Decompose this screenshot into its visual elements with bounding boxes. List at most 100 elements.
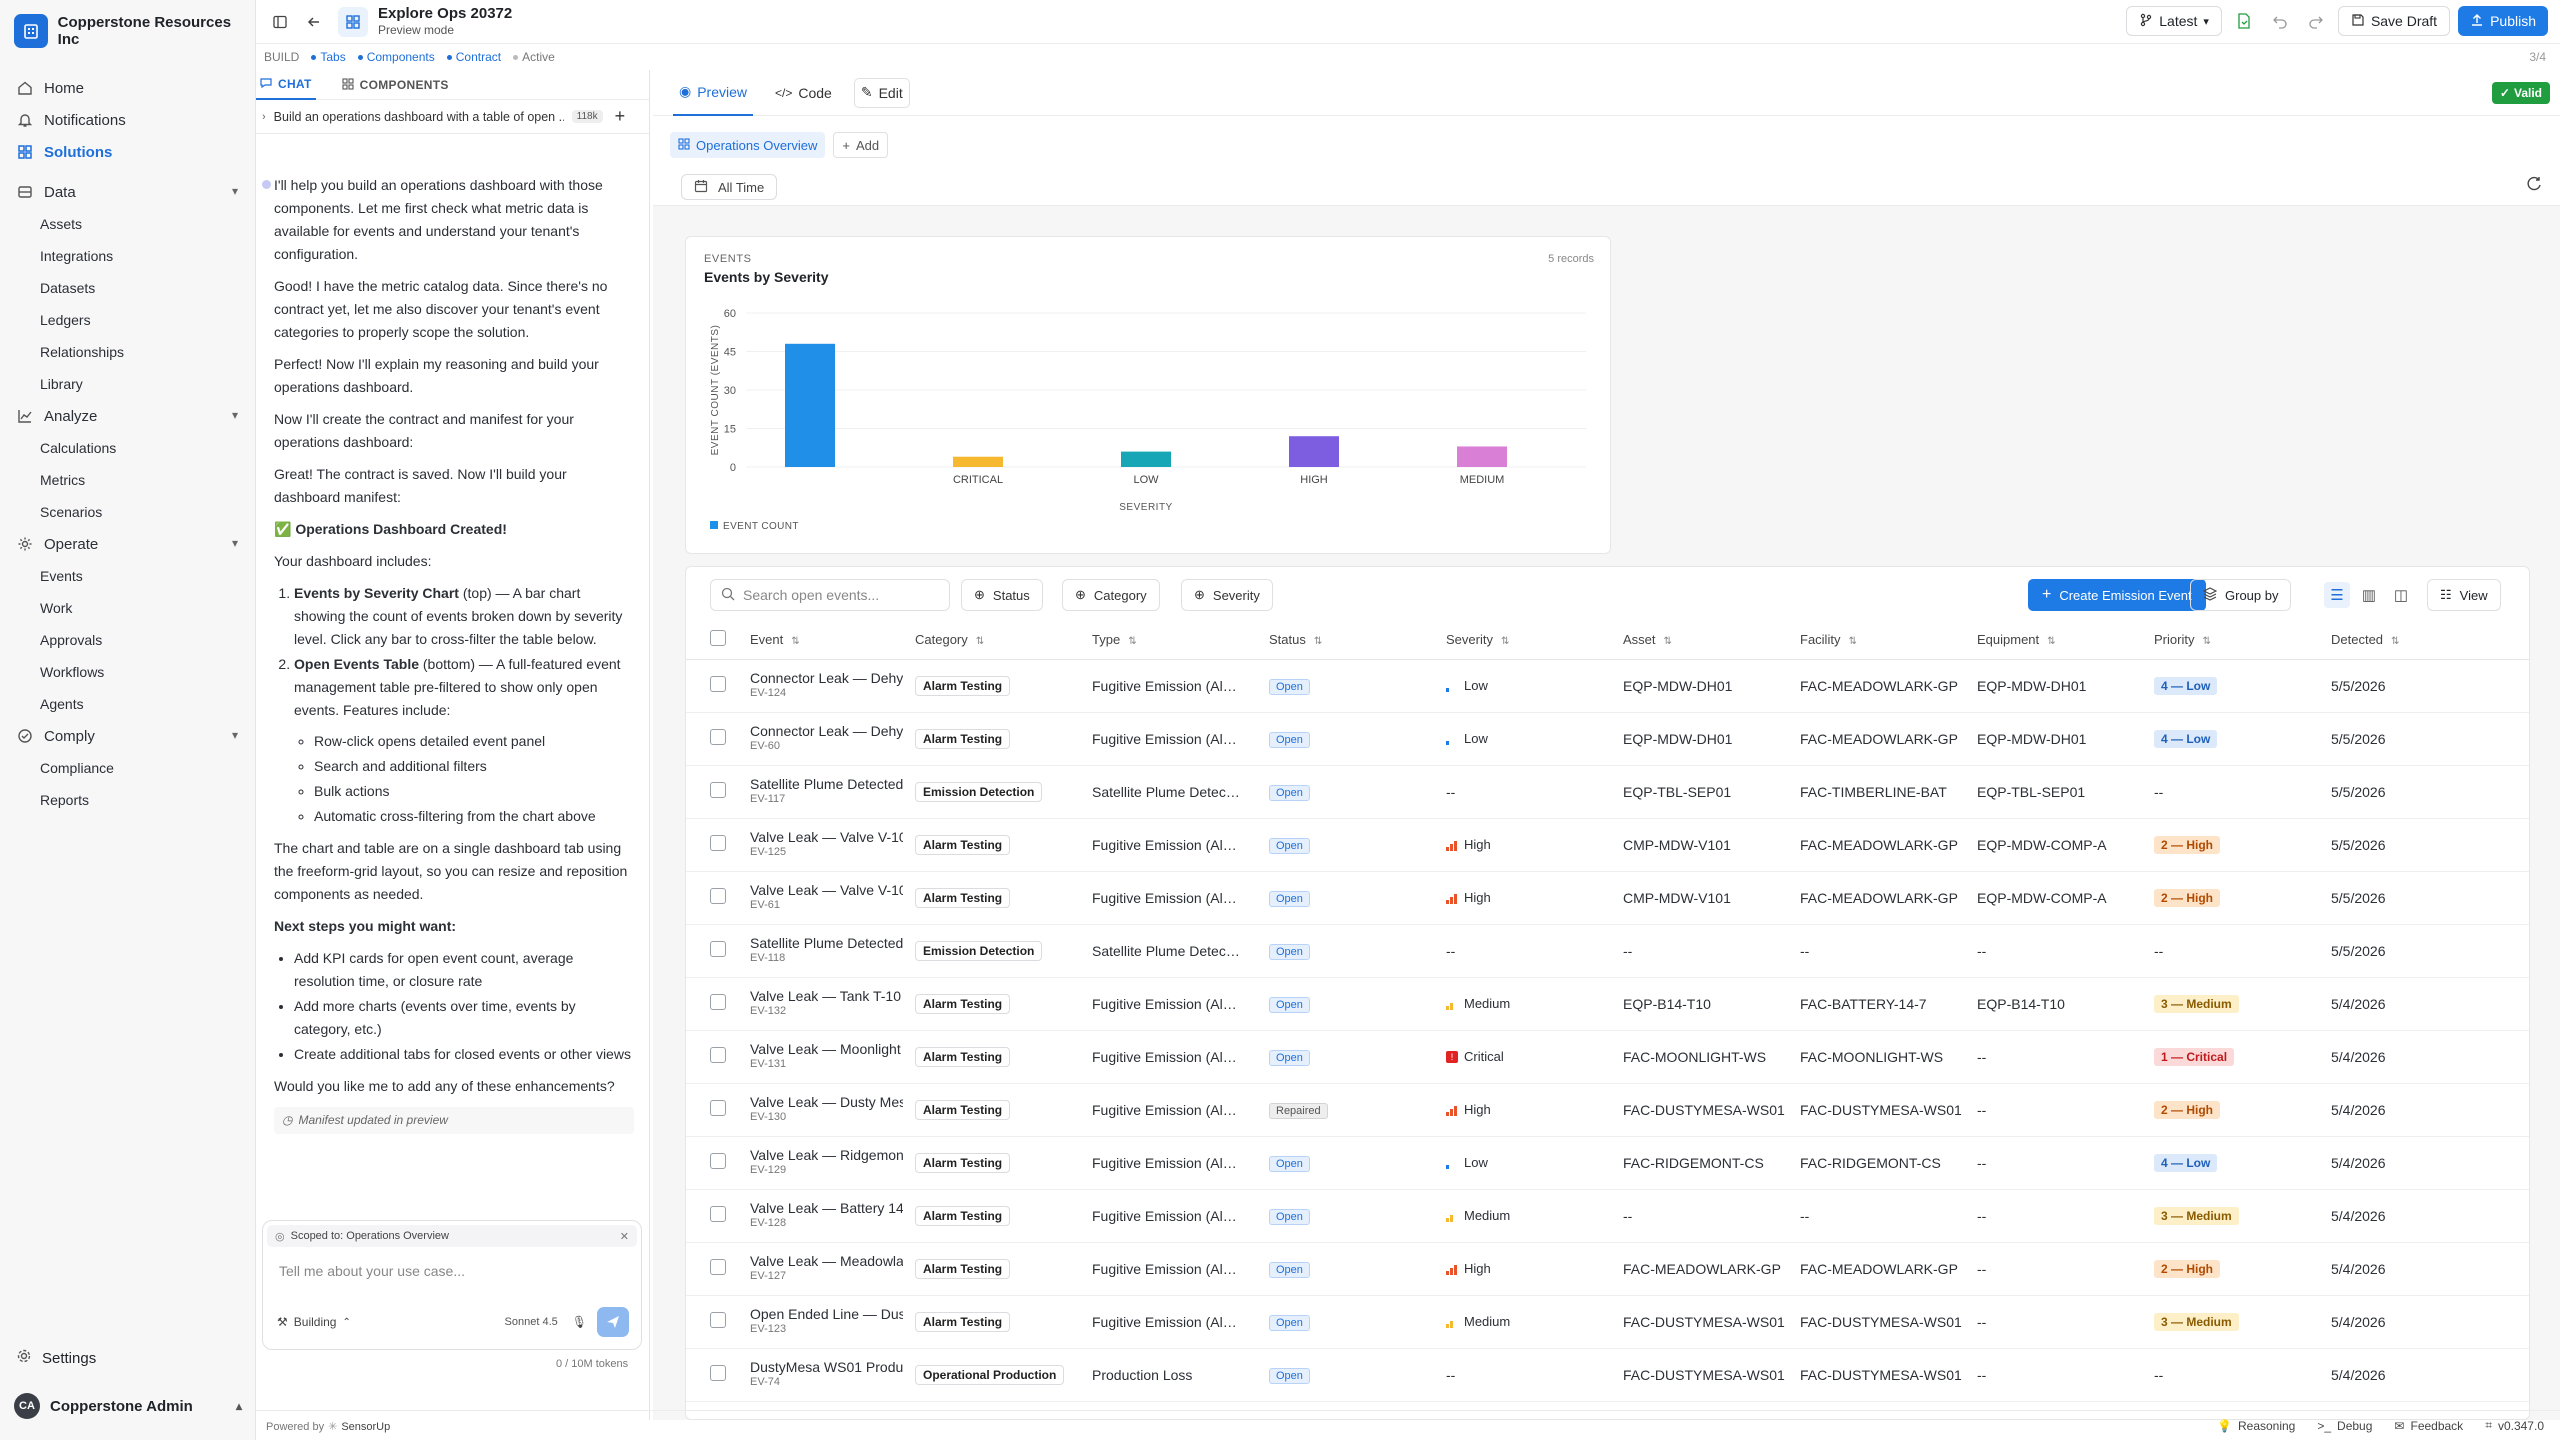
column-header-type[interactable]: Type ⇅ [1080,621,1257,660]
select-all-checkbox[interactable] [686,621,726,660]
mode-select[interactable]: ⚒ Building ⌃ [277,1315,351,1329]
feedback-button[interactable]: ✉ Feedback [2394,1419,2463,1433]
chevron-down-icon[interactable]: ▾ [231,408,238,422]
tab-edit[interactable]: ✎ Edit [853,77,910,108]
nav-relationships[interactable]: Relationships [40,344,125,360]
table-row[interactable]: Valve Leak — Meadowlark EV-127 Alarm Testi… [686,1242,2529,1296]
column-header-category[interactable]: Category ⇅ [903,621,1080,660]
row-checkbox[interactable] [686,765,726,819]
tab-operations-overview[interactable]: Operations Overview [670,132,826,158]
nav-work[interactable]: Work [40,600,73,616]
add-tab-button[interactable]: + Add [833,132,889,158]
nav-events[interactable]: Events [40,568,83,584]
table-row[interactable]: Connector Leak — DehydratorEV-60 Alarm Te… [686,712,2529,766]
chevron-down-icon[interactable]: ▾ [231,536,238,550]
bar[interactable] [785,343,835,467]
column-header-severity[interactable]: Severity ⇅ [1434,621,1611,660]
bar[interactable] [953,456,1003,467]
user-menu[interactable]: CA Copperstone Admin ▴ [14,1393,242,1419]
row-checkbox[interactable] [686,1189,726,1243]
filter-status-button[interactable]: ⊕ Status [961,579,1043,611]
row-checkbox[interactable] [686,1030,726,1084]
row-checkbox[interactable] [686,871,726,925]
nav-home[interactable]: Home [0,72,256,104]
event-cell[interactable]: Valve Leak — Dusty Mesa EV-130 [726,1083,903,1137]
board-view-icon[interactable]: ▥ [2361,587,2377,604]
search-input[interactable]: Search open events... [710,579,950,611]
back-arrow-icon[interactable] [300,8,328,36]
view-options-button[interactable]: ☷ View [2427,579,2501,611]
row-checkbox[interactable] [686,977,726,1031]
table-row[interactable]: Valve Leak — Battery 14-7 EV-128 Alarm Tes… [686,1189,2529,1243]
column-header-equipment[interactable]: Equipment ⇅ [1965,621,2142,660]
event-cell[interactable]: Valve Leak — Meadowlark EV-127 [726,1242,903,1296]
table-row[interactable]: Valve Leak — Ridgemont EV-129 Alarm Testin… [686,1136,2529,1190]
row-checkbox[interactable] [686,1136,726,1190]
new-chat-icon[interactable]: + [614,106,626,126]
model-select[interactable]: Sonnet 4.5 [504,1316,558,1328]
table-row[interactable]: Satellite Plume Detected EV-118 Emission D… [686,924,2529,978]
table-row[interactable]: Valve Leak — Tank T-10 EV-132 Alarm Testin… [686,977,2529,1031]
nav-compliance[interactable]: Compliance [40,760,114,776]
crumb-components[interactable]: Components [357,50,435,64]
event-cell[interactable]: DustyMesa WS01 ProductionEV-74 [726,1348,903,1402]
chevron-down-icon[interactable]: ▾ [231,184,238,198]
nav-solutions[interactable]: Solutions [0,136,256,168]
bar[interactable] [1121,451,1171,467]
save-draft-button[interactable]: Save Draft [2337,6,2451,36]
event-cell[interactable]: Satellite Plume Detected EV-117 [726,765,903,819]
row-checkbox[interactable] [686,924,726,978]
column-header-status[interactable]: Status ⇅ [1257,621,1434,660]
tab-code[interactable]: </> Code [769,78,838,108]
event-cell[interactable]: Valve Leak — Valve V-101 EV-61 [726,871,903,925]
bar[interactable] [1289,436,1339,467]
chat-input[interactable]: Tell me about your use case... [279,1263,465,1279]
crumb-tabs[interactable]: Tabs [311,50,346,64]
nav-approvals[interactable]: Approvals [40,632,103,648]
nav-metrics[interactable]: Metrics [40,472,86,488]
column-header-priority[interactable]: Priority ⇅ [2142,621,2319,660]
publish-button[interactable]: Publish [2458,6,2548,36]
chart-card[interactable]: EVENTS Events by Severity 5 records 0 15 3… [685,236,1611,554]
reasoning-toggle[interactable]: 💡 Reasoning [2217,1419,2295,1433]
sidebar-toggle-icon[interactable] [266,8,294,36]
list-view-icon[interactable]: ☰ [2324,582,2350,608]
filter-category-button[interactable]: ⊕ Category [1062,579,1160,611]
row-checkbox[interactable] [686,818,726,872]
row-checkbox[interactable] [686,1295,726,1349]
date-range-select[interactable]: All Time [681,174,778,200]
event-cell[interactable]: Connector Leak — DehydratorEV-60 [726,712,903,766]
microphone-icon[interactable]: 🎙 [571,1315,587,1329]
row-checkbox[interactable] [686,1083,726,1137]
nav-scenarios[interactable]: Scenarios [40,504,103,520]
table-row[interactable]: Satellite Plume Detected EV-117 Emission D… [686,765,2529,819]
row-checkbox[interactable] [686,712,726,766]
nav-data[interactable]: Data ▾ [0,176,256,208]
refresh-icon[interactable] [2526,176,2542,196]
split-view-icon[interactable]: ◫ [2393,587,2409,604]
table-row[interactable]: DustyMesa WS01 ProductionEV-74 Operationa… [686,1348,2529,1402]
tab-preview[interactable]: ◉ Preview [673,70,754,116]
tab-chat[interactable]: CHAT [256,70,316,100]
close-icon[interactable]: ✕ [619,1230,629,1243]
nav-comply[interactable]: Comply ▾ [0,720,256,752]
nav-settings[interactable]: Settings [16,1348,96,1368]
create-emission-event-button[interactable]: + Create Emission Event [2028,579,2206,611]
org-switcher[interactable]: Copperstone Resources Inc [14,14,255,48]
nav-assets[interactable]: Assets [40,216,83,232]
nav-workflows[interactable]: Workflows [40,664,105,680]
nav-ledgers[interactable]: Ledgers [40,312,91,328]
bar[interactable] [1457,446,1507,467]
table-row[interactable]: Valve Leak — Valve V-101 EV-125 Alarm Test… [686,818,2529,872]
debug-toggle[interactable]: >_ Debug [2317,1419,2372,1433]
row-checkbox[interactable] [686,1242,726,1296]
table-row[interactable]: Valve Leak — Moonlight WSEV-131 Alarm Tes… [686,1030,2529,1084]
column-header-detected[interactable]: Detected ⇅ [2319,621,2529,660]
nav-library[interactable]: Library [40,376,83,392]
nav-integrations[interactable]: Integrations [40,248,114,264]
event-cell[interactable]: Valve Leak — Ridgemont EV-129 [726,1136,903,1190]
nav-operate[interactable]: Operate ▾ [0,528,256,560]
